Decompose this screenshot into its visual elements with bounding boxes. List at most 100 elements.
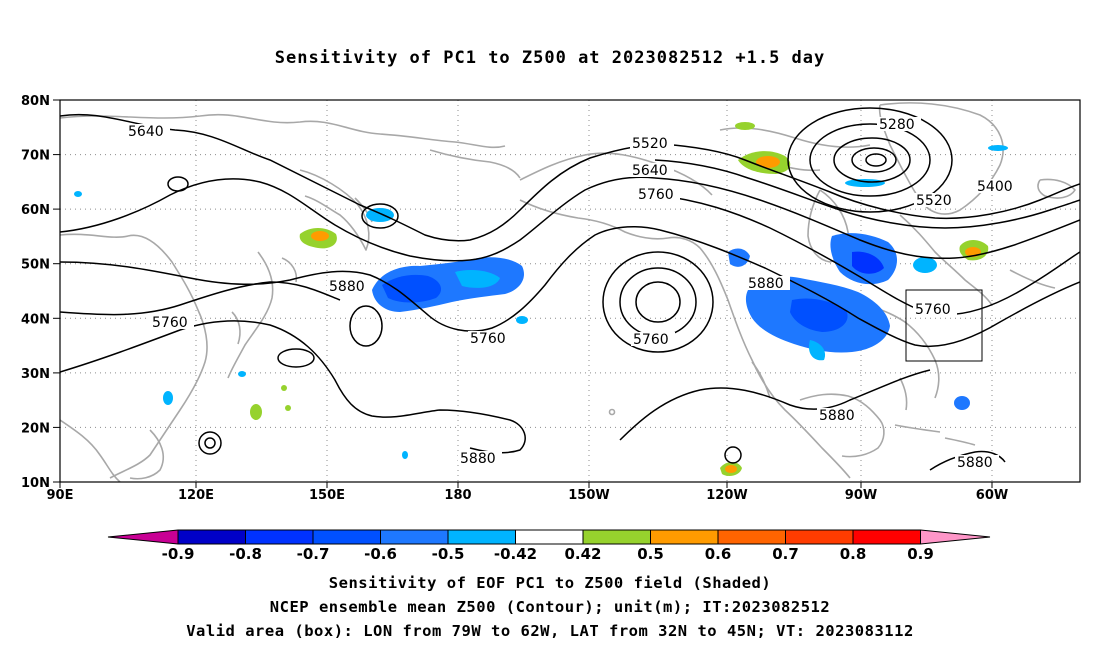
coast-alaska-south	[519, 199, 701, 249]
colorbar-segment	[380, 530, 448, 544]
colorbar-label: -0.7	[297, 545, 330, 563]
colorbar-label: 0.7	[772, 545, 799, 563]
colorbar-label: 0.42	[564, 545, 601, 563]
coast-labrador	[899, 214, 993, 306]
caption-contour: NCEP ensemble mean Z500 (Contour); unit(…	[269, 598, 831, 616]
blob-pos-tropics-3	[281, 385, 287, 391]
colorbar-segment	[853, 530, 921, 544]
contour-arctic-ring-5	[865, 153, 887, 167]
z500-contours	[60, 107, 1080, 471]
blob-greenland-east	[988, 145, 1008, 151]
contour-label: 5520	[632, 136, 668, 152]
lat-label: 40N	[21, 312, 50, 327]
contour-label: 5880	[748, 276, 784, 292]
contour-5880-mid	[60, 225, 661, 332]
map-frame	[59, 99, 1081, 483]
valid-area-box	[905, 289, 983, 362]
blob-arctic-north	[735, 122, 755, 130]
colorbar-segment	[718, 530, 786, 544]
coast-iceland	[1037, 178, 1076, 199]
lat-label: 30N	[21, 367, 50, 382]
sensitivity-shading	[74, 122, 1008, 476]
coast-gulf	[799, 393, 885, 458]
blob-north-america-core	[790, 298, 848, 332]
contour-siberia-ring	[167, 176, 189, 192]
blob-pos-mexico-core	[725, 465, 737, 473]
contour-label: 5880	[957, 455, 993, 471]
contour-5520-east	[659, 143, 1080, 220]
blob-tropics	[402, 451, 408, 459]
blob-pos-tropics	[250, 404, 262, 420]
contour-label: 5400	[977, 179, 1013, 195]
lat-label: 80N	[21, 94, 50, 109]
blob-bering-west	[366, 208, 394, 222]
colorbar-segment	[448, 530, 516, 544]
blob-pacific-mid	[516, 316, 528, 324]
colorbar-label: -0.42	[494, 545, 537, 563]
lat-label: 60N	[21, 203, 50, 218]
contour-arctic-ring-2	[809, 123, 931, 197]
contour-label: 5880	[329, 279, 365, 295]
coast-greenland	[878, 102, 1004, 215]
colorbar-segment	[583, 530, 651, 544]
latitude-labels: 80N 70N 60N 50N 40N 30N 20N 10N	[21, 94, 50, 491]
contour-label: 5760	[152, 315, 188, 331]
coast-baja	[751, 361, 771, 399]
coast-hudson-bay	[807, 189, 850, 263]
lon-label: 120E	[178, 488, 214, 503]
colorbar-segment	[178, 530, 246, 544]
lat-label: 20N	[21, 421, 50, 436]
longitude-labels: 90E 120E 150E 180 150W 120W 90W 60W	[47, 488, 1009, 503]
contour-pacific-ring-3	[635, 281, 681, 323]
colorbar-label: 0.6	[705, 545, 732, 563]
contour-label: 5760	[638, 187, 674, 203]
contour-arctic-ring-1	[787, 107, 953, 213]
caption-shading: Sensitivity of EOF PC1 to Z500 field (Sh…	[328, 574, 772, 592]
coast-philippines	[129, 429, 165, 480]
coast-hokkaido	[281, 257, 298, 283]
colorbar: -0.9 -0.8 -0.7 -0.6 -0.5 -0.42 0.42 0.5 …	[107, 529, 991, 563]
contour-5760-east	[654, 177, 1080, 260]
contour-5640-west	[60, 113, 661, 242]
colorbar-label: 0.5	[637, 545, 664, 563]
coast-newfoundland	[1009, 269, 1056, 289]
contour-label: 5760	[633, 332, 669, 348]
colorbar-end-left	[108, 530, 178, 544]
contour-bering-ring	[361, 203, 399, 229]
colorbar-segment	[515, 530, 583, 544]
blob-sw-us	[808, 340, 826, 361]
contour-label: 5760	[915, 302, 951, 318]
coast-siberia	[60, 113, 506, 149]
axis-ticks	[53, 99, 993, 488]
blob-great-lakes-core	[852, 251, 884, 274]
colorbar-label: 0.8	[840, 545, 867, 563]
blob-china-sea	[163, 391, 173, 405]
contour-pacific-small	[349, 305, 383, 347]
coast-korea	[231, 311, 241, 345]
blob-quebec	[913, 257, 937, 273]
lon-label: 60W	[976, 488, 1008, 503]
contour-arctic-ring-4	[851, 147, 897, 173]
contour-5760-west	[60, 176, 656, 262]
coast-hispaniola	[944, 437, 976, 446]
coast-japan	[227, 251, 274, 379]
colorbar-label: 0.9	[907, 545, 934, 563]
colorbar-label: -0.8	[229, 545, 262, 563]
contour-label: 5760	[470, 331, 506, 347]
contour-tropics-ring-2	[204, 437, 216, 449]
blob-north-pacific-east	[455, 270, 500, 288]
coast-hawaii	[608, 408, 616, 416]
contour-5880-subtropic	[619, 369, 931, 441]
blob-siberia-west	[74, 191, 82, 197]
lat-label: 10N	[21, 476, 50, 491]
contour-label: 5640	[128, 124, 164, 140]
blob-okhotsk-core	[311, 231, 329, 241]
lon-label: 120W	[706, 488, 747, 503]
contour-tropics-ring-1	[198, 431, 222, 455]
colorbar-segment	[245, 530, 313, 544]
colorbar-label: -0.5	[432, 545, 465, 563]
blob-pos-tropics-2	[285, 405, 291, 411]
blob-arctic-core	[756, 156, 780, 168]
contour-label: 5640	[632, 163, 668, 179]
